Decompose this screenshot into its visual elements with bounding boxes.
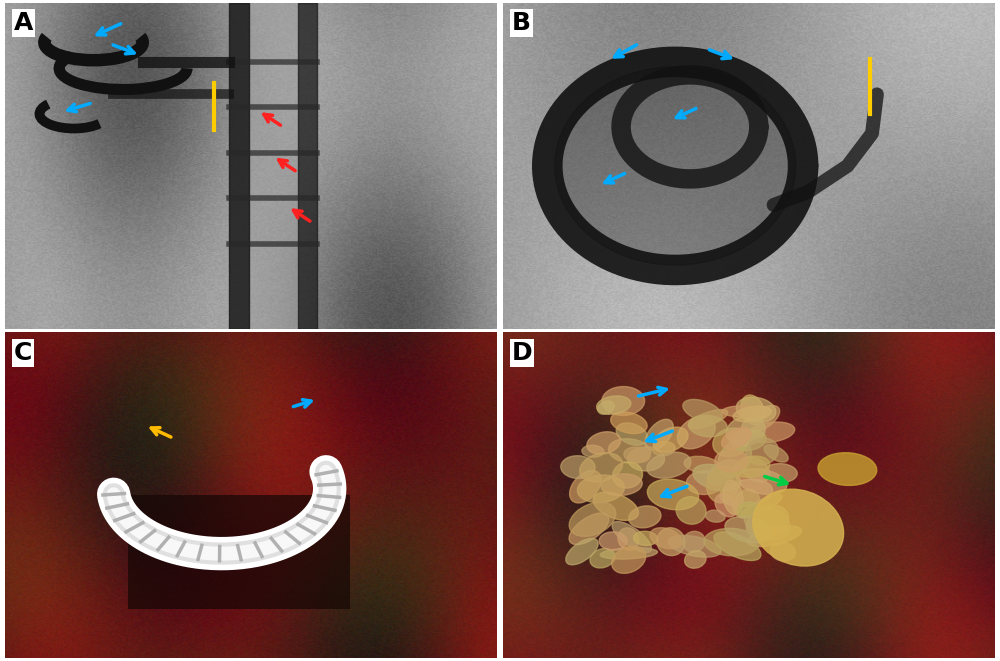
Ellipse shape xyxy=(602,387,645,415)
Ellipse shape xyxy=(737,469,787,494)
Ellipse shape xyxy=(601,474,642,496)
Ellipse shape xyxy=(647,479,699,510)
Ellipse shape xyxy=(657,527,685,556)
Ellipse shape xyxy=(713,428,749,457)
Ellipse shape xyxy=(715,494,737,517)
Ellipse shape xyxy=(770,542,795,561)
Ellipse shape xyxy=(618,528,639,551)
Bar xyxy=(229,3,249,329)
Ellipse shape xyxy=(688,415,727,437)
Ellipse shape xyxy=(684,456,719,473)
Ellipse shape xyxy=(628,447,665,471)
Ellipse shape xyxy=(740,494,782,518)
Ellipse shape xyxy=(737,502,757,518)
Ellipse shape xyxy=(612,546,646,573)
Ellipse shape xyxy=(733,406,771,422)
Bar xyxy=(298,3,317,329)
Ellipse shape xyxy=(707,459,739,485)
Ellipse shape xyxy=(577,475,624,502)
Ellipse shape xyxy=(590,549,615,568)
Ellipse shape xyxy=(612,522,651,553)
Ellipse shape xyxy=(652,442,675,456)
Ellipse shape xyxy=(705,510,725,522)
Ellipse shape xyxy=(599,532,627,550)
Ellipse shape xyxy=(676,496,706,524)
Ellipse shape xyxy=(683,399,722,422)
Ellipse shape xyxy=(731,430,766,451)
Ellipse shape xyxy=(624,447,650,463)
Ellipse shape xyxy=(629,506,661,528)
Ellipse shape xyxy=(611,412,647,434)
Ellipse shape xyxy=(650,527,682,549)
Text: B: B xyxy=(512,11,531,36)
Ellipse shape xyxy=(587,432,621,454)
Ellipse shape xyxy=(718,440,751,477)
Ellipse shape xyxy=(733,456,770,477)
Ellipse shape xyxy=(746,505,789,539)
Ellipse shape xyxy=(561,455,595,479)
Ellipse shape xyxy=(677,416,715,449)
Ellipse shape xyxy=(555,67,796,265)
Ellipse shape xyxy=(747,526,801,547)
Ellipse shape xyxy=(668,535,721,557)
Ellipse shape xyxy=(764,463,797,483)
Text: D: D xyxy=(512,340,532,365)
Ellipse shape xyxy=(600,548,657,559)
Ellipse shape xyxy=(686,471,723,494)
Ellipse shape xyxy=(570,471,601,503)
Ellipse shape xyxy=(580,453,623,482)
Ellipse shape xyxy=(720,479,773,506)
Ellipse shape xyxy=(740,457,770,482)
Ellipse shape xyxy=(726,416,765,446)
Ellipse shape xyxy=(608,439,651,463)
Ellipse shape xyxy=(736,397,776,422)
Ellipse shape xyxy=(593,492,639,520)
Text: C: C xyxy=(14,340,32,365)
Ellipse shape xyxy=(569,513,609,545)
Ellipse shape xyxy=(722,406,766,417)
Ellipse shape xyxy=(613,462,643,488)
Ellipse shape xyxy=(597,396,631,414)
Ellipse shape xyxy=(647,452,691,478)
Ellipse shape xyxy=(715,449,748,472)
Ellipse shape xyxy=(742,405,780,434)
Ellipse shape xyxy=(582,446,604,457)
Ellipse shape xyxy=(723,481,743,515)
Ellipse shape xyxy=(598,401,614,414)
Ellipse shape xyxy=(741,395,764,425)
Ellipse shape xyxy=(818,453,877,485)
Ellipse shape xyxy=(688,410,728,428)
Ellipse shape xyxy=(747,422,795,443)
Ellipse shape xyxy=(744,505,790,539)
Ellipse shape xyxy=(707,466,739,503)
Ellipse shape xyxy=(616,423,648,446)
Ellipse shape xyxy=(693,464,741,491)
Ellipse shape xyxy=(653,427,688,452)
Ellipse shape xyxy=(645,419,673,450)
Ellipse shape xyxy=(685,551,706,568)
Ellipse shape xyxy=(764,445,788,462)
Ellipse shape xyxy=(683,531,705,552)
Ellipse shape xyxy=(569,502,616,537)
Ellipse shape xyxy=(725,516,772,543)
Ellipse shape xyxy=(714,532,761,561)
Ellipse shape xyxy=(704,528,759,556)
Ellipse shape xyxy=(746,438,778,465)
Ellipse shape xyxy=(753,489,844,566)
Text: A: A xyxy=(14,11,33,36)
Ellipse shape xyxy=(566,538,598,564)
Ellipse shape xyxy=(733,489,760,518)
Ellipse shape xyxy=(722,428,751,449)
Ellipse shape xyxy=(633,531,658,545)
